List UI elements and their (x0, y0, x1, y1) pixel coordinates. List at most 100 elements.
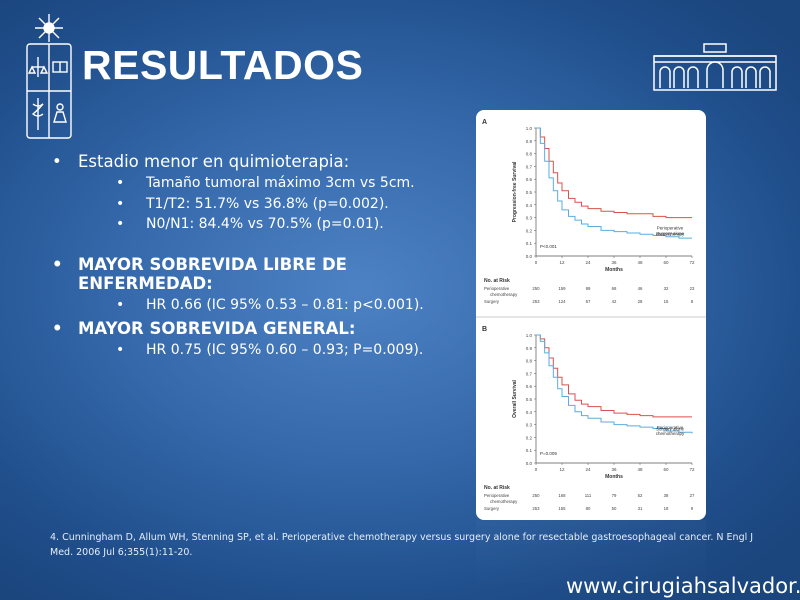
panel-b-label: B (482, 326, 487, 333)
panel-b-x-tick-label: 0 (535, 467, 538, 472)
panel-b-risk-value: 27 (690, 493, 695, 498)
panel-a-risk-value: 250 (532, 286, 540, 291)
panel-a-x-tick-label: 24 (585, 260, 591, 265)
panel-a-y-tick-label: 0.4 (526, 203, 533, 208)
panel-b-risk-value: 31 (638, 506, 643, 511)
panel-b-y-tick-label: 0.9 (526, 346, 533, 351)
panel-b-y-tick-label: 0.5 (526, 397, 533, 402)
panel-b-risk-heading: No. at Risk (484, 485, 510, 491)
panel-b-risk-row-chemo-label1: Perioperative (484, 493, 510, 498)
panel-a-risk-value: 57 (586, 299, 591, 304)
panel-a-x-tick-label: 60 (663, 260, 669, 265)
panel-b-y-axis-label: Overall Survival (512, 379, 518, 417)
panel-b-risk-value: 79 (612, 493, 617, 498)
panel-b-risk-value: 80 (586, 506, 591, 511)
book-icon (52, 61, 68, 73)
panel-b-risk-value: 250 (532, 493, 540, 498)
panel-a-legend-chemo-line1: Perioperative (657, 226, 684, 231)
panel-a-p-value: P<0.001 (540, 244, 557, 249)
panel-a-risk-value: 99 (586, 286, 591, 291)
panel-a-y-tick-label: 0.6 (526, 177, 533, 182)
panel-b-y-tick-label: 1.0 (526, 333, 533, 338)
panel-b-x-tick-label: 24 (585, 467, 591, 472)
slide-title: RESULTADOS (82, 42, 364, 88)
panel-b-risk-row-surgery-label: Surgery (484, 506, 500, 511)
kaplan-meier-figure: A 0.0 0.1 0.2 0.3 0.4 0.5 0.6 0.7 0.8 0.9 1.0 0 12 24 3… (476, 110, 706, 520)
sun-star-icon (35, 14, 63, 42)
panel-a-x-tick-label: 12 (559, 260, 565, 265)
lamp-icon (53, 103, 67, 123)
bullet-list: Estadio menor en quimioterapia: Tamaño t… (50, 152, 430, 359)
panel-b-y-tick-label: 0.3 (526, 423, 533, 428)
panel-a-y-tick-label: 0.7 (526, 164, 533, 169)
sub-bullet-os-hr: HR 0.75 (IC 95% 0.60 – 0.93; P=0.009). (78, 342, 430, 359)
panel-b-legend-chemo-line1: Perioperative (657, 425, 684, 430)
figure-reflection (476, 520, 706, 600)
panel-a-risk-value: 23 (690, 286, 695, 291)
panel-a-risk-value: 15 (664, 299, 669, 304)
panel-b-y-tick-label: 0.6 (526, 384, 533, 389)
panel-b-y-tick-label: 0.1 (526, 448, 533, 453)
panel-a-legend-surgery: Surgery alone (656, 231, 685, 236)
panel-a-risk-value: 124 (558, 299, 566, 304)
panel-b-x-axis-label: Months (605, 474, 623, 480)
panel-a-y-tick-label: 0.0 (526, 254, 533, 259)
panel-b-x-tick-label: 36 (611, 467, 617, 472)
sub-bullet-dfs-hr: HR 0.66 (IC 95% 0.53 – 0.81: p<0.001). (78, 297, 430, 314)
panel-a-x-axis-label: Months (605, 267, 623, 273)
panel-a-risk-row-chemo-label2: chemotherapy (490, 292, 518, 297)
panel-b-x-tick-label: 72 (689, 467, 695, 472)
panel-b-x-tick-label: 48 (637, 467, 643, 472)
panel-a-risk-heading: No. at Risk (484, 278, 510, 284)
panel-a-x-tick-label: 0 (535, 260, 538, 265)
panel-a-risk-row-surgery-label: Surgery (484, 299, 500, 304)
panel-a-risk-row-chemo-label1: Perioperative (484, 286, 510, 291)
panel-b-series-surgery-line (536, 334, 693, 434)
sub-bullet-tumor-size: Tamaño tumoral máximo 3cm vs 5cm. (78, 175, 430, 192)
sub-bullet-n0n1: N0/N1: 84.4% vs 70.5% (p=0.01). (78, 216, 430, 233)
panel-b-p-value: P=0.009 (540, 451, 557, 456)
panel-b-x-tick-label: 60 (663, 467, 669, 472)
university-crest-logo (26, 14, 72, 139)
website-url[interactable]: www.cirugiahsalvador.cl (566, 574, 800, 598)
panel-a-y-tick-label: 1.0 (526, 126, 533, 131)
panel-a-y-tick-label: 0.5 (526, 190, 533, 195)
panel-a-y-tick-label: 0.9 (526, 139, 533, 144)
panel-b-risk-row-chemo-label2: chemotherapy (490, 499, 518, 504)
panel-b-risk-value: 168 (558, 493, 566, 498)
panel-a-legend-chemo-line2: chemotherapy (656, 232, 685, 237)
panel-b-risk-value: 155 (558, 506, 566, 511)
panel-a-x-tick-label: 72 (689, 260, 695, 265)
caduceus-icon (31, 98, 44, 130)
panel-b-risk-value: 50 (612, 506, 617, 511)
panel-a-risk-value: 253 (532, 299, 540, 304)
bullet-disease-free-survival: MAYOR SOBREVIDA LIBRE DE ENFERMEDAD: HR … (50, 255, 430, 314)
bullet-os-text: MAYOR SOBREVIDA GENERAL: (78, 319, 356, 338)
panel-b-y-tick-label: 0.8 (526, 359, 533, 364)
citation: 4. Cunningham D, Allum WH, Stenning SP, … (50, 532, 754, 558)
bullet-stage: Estadio menor en quimioterapia: Tamaño t… (50, 152, 430, 233)
panel-b-risk-value: 18 (664, 506, 669, 511)
panel-b-y-tick-label: 0.4 (526, 410, 533, 415)
panel-b-risk-value: 111 (585, 493, 592, 498)
panel-a-series-surgery-line (536, 127, 692, 239)
panel-a-x-tick-label: 48 (637, 260, 643, 265)
panel-b-y-tick-label: 0.7 (526, 371, 533, 376)
panel-a-risk-value: 28 (638, 299, 643, 304)
panel-a-risk-value: 159 (558, 286, 566, 291)
panel-a-label: A (482, 119, 487, 126)
panel-a-risk-value: 8 (691, 299, 694, 304)
panel-a-risk-value: 42 (612, 299, 617, 304)
panel-b-legend-chemo-line2: chemotherapy (656, 431, 685, 436)
panel-a-x-tick-label: 36 (611, 260, 617, 265)
panel-b-risk-value: 38 (664, 493, 669, 498)
panel-b-risk-value: 9 (691, 506, 694, 511)
scales-icon (27, 57, 49, 77)
panel-b-risk-value: 253 (532, 506, 540, 511)
panel-b-y-tick-label: 0.2 (526, 435, 533, 440)
bullet-dfs-text: MAYOR SOBREVIDA LIBRE DE ENFERMEDAD: (78, 254, 347, 293)
panel-a-risk-value: 46 (638, 286, 643, 291)
panel-b-risk-value: 52 (638, 493, 643, 498)
panel-a-y-tick-label: 0.3 (526, 216, 533, 221)
panel-b-series-chemo-line (536, 334, 692, 418)
